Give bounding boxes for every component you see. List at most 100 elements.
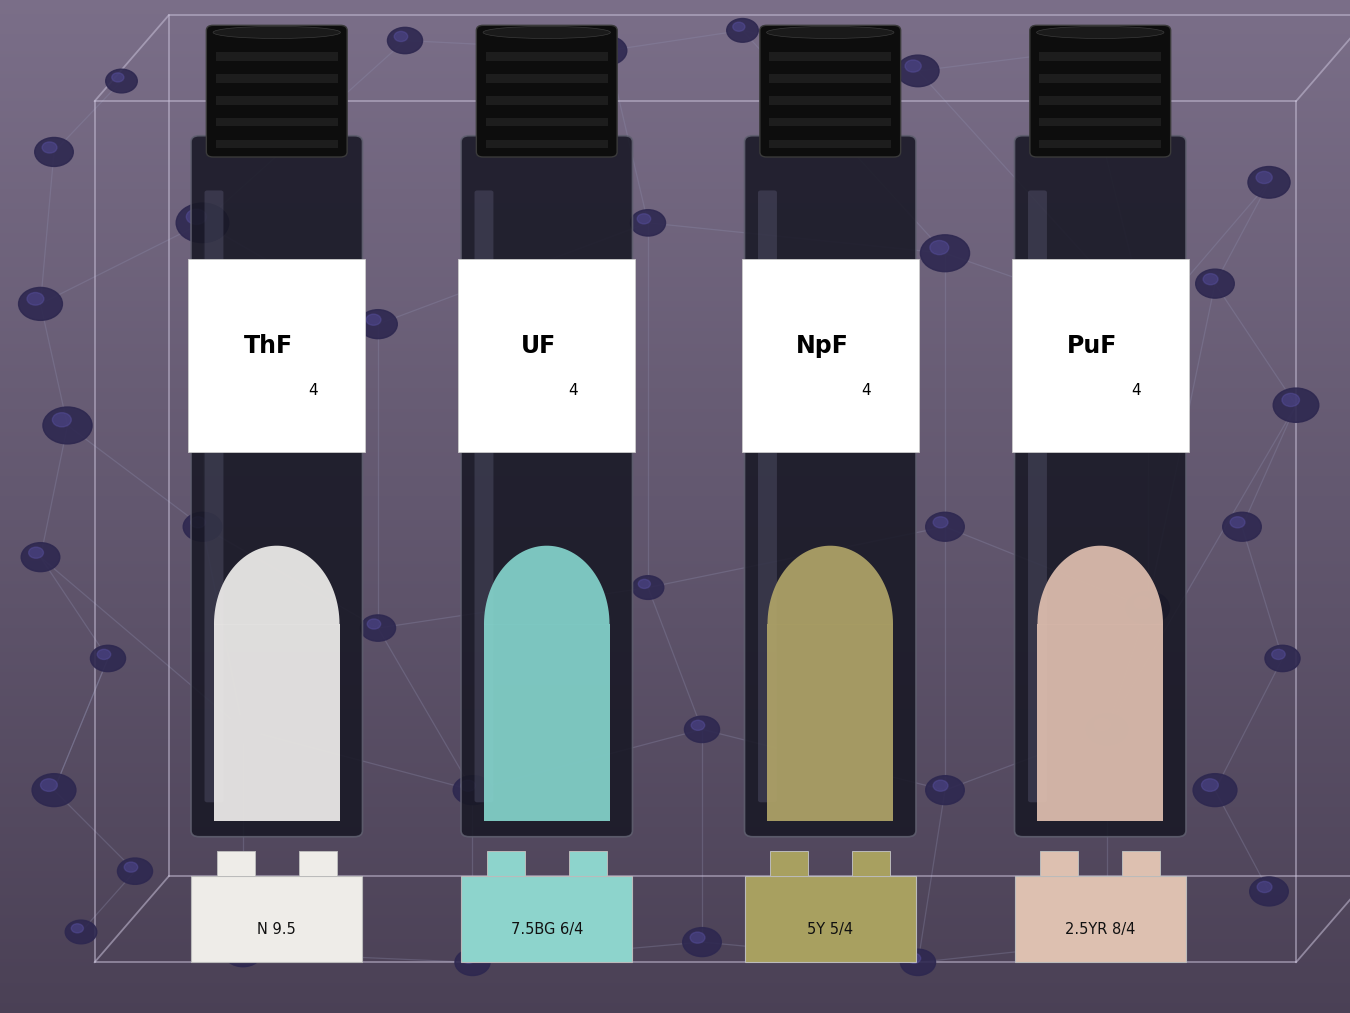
Bar	[486, 118, 608, 127]
Bar	[0, 682, 1350, 686]
Bar	[0, 189, 1350, 192]
Bar	[216, 140, 338, 148]
Bar	[0, 969, 1350, 972]
Circle shape	[1257, 881, 1272, 892]
Bar	[0, 557, 1350, 560]
Bar	[0, 226, 1350, 230]
Text: 4: 4	[861, 383, 871, 397]
Bar	[0, 760, 1350, 763]
Bar	[0, 499, 1350, 503]
Bar	[0, 122, 1350, 125]
Bar	[0, 415, 1350, 418]
Bar	[0, 821, 1350, 824]
Bar	[0, 223, 1350, 226]
Text: UF: UF	[521, 333, 556, 358]
Bar	[0, 645, 1350, 648]
Bar	[1015, 876, 1185, 962]
Bar	[1122, 851, 1160, 876]
Bar	[0, 567, 1350, 570]
FancyBboxPatch shape	[207, 25, 347, 157]
Bar	[0, 250, 1350, 253]
Text: 4: 4	[1131, 383, 1141, 397]
Bar	[0, 585, 1350, 588]
Bar	[0, 94, 1350, 98]
Circle shape	[1247, 166, 1291, 199]
Bar	[0, 355, 1350, 358]
Bar	[0, 706, 1350, 709]
Bar	[0, 17, 1350, 20]
FancyBboxPatch shape	[188, 259, 364, 452]
Bar	[0, 577, 1350, 580]
Bar	[0, 375, 1350, 378]
Bar	[0, 71, 1350, 74]
Bar	[0, 608, 1350, 611]
Bar	[0, 598, 1350, 601]
Bar	[0, 831, 1350, 834]
FancyBboxPatch shape	[745, 136, 915, 837]
Bar	[0, 986, 1350, 990]
Bar	[0, 1010, 1350, 1013]
Bar	[0, 993, 1350, 996]
Circle shape	[454, 776, 491, 804]
Bar	[0, 395, 1350, 398]
Polygon shape	[1037, 546, 1162, 624]
Bar	[0, 473, 1350, 476]
Circle shape	[367, 619, 381, 629]
Bar	[0, 564, 1350, 567]
Bar	[0, 152, 1350, 155]
Bar	[0, 672, 1350, 676]
Bar	[0, 27, 1350, 30]
Circle shape	[462, 953, 475, 963]
Bar	[0, 270, 1350, 274]
Bar	[0, 317, 1350, 321]
Bar	[0, 777, 1350, 780]
Bar	[745, 876, 915, 962]
Bar	[0, 74, 1350, 78]
Bar	[213, 624, 339, 821]
Bar	[0, 669, 1350, 672]
Circle shape	[595, 41, 610, 52]
Bar	[0, 783, 1350, 787]
Circle shape	[630, 210, 666, 236]
Circle shape	[1094, 718, 1110, 730]
Circle shape	[900, 949, 936, 976]
Bar	[0, 780, 1350, 783]
Circle shape	[97, 649, 111, 659]
Bar	[0, 119, 1350, 122]
Text: PuF: PuF	[1066, 333, 1118, 358]
Bar	[0, 266, 1350, 270]
Bar	[0, 304, 1350, 307]
Bar	[0, 108, 1350, 111]
Bar	[0, 952, 1350, 955]
Bar	[0, 874, 1350, 878]
Circle shape	[684, 716, 720, 743]
FancyBboxPatch shape	[1012, 259, 1188, 452]
Circle shape	[1126, 308, 1169, 340]
Bar	[0, 894, 1350, 899]
Circle shape	[589, 36, 626, 65]
Bar	[0, 909, 1350, 912]
Circle shape	[224, 938, 262, 966]
Bar	[769, 140, 891, 148]
Bar	[0, 540, 1350, 544]
Bar	[0, 439, 1350, 443]
Bar	[0, 192, 1350, 196]
Circle shape	[28, 547, 43, 558]
Bar	[0, 962, 1350, 965]
Bar	[0, 939, 1350, 942]
Bar	[0, 925, 1350, 929]
Bar	[0, 433, 1350, 436]
Bar	[0, 13, 1350, 17]
Bar	[487, 851, 525, 876]
Circle shape	[366, 314, 381, 325]
Bar	[462, 876, 632, 962]
FancyBboxPatch shape	[459, 259, 636, 452]
Bar	[0, 20, 1350, 23]
Bar	[0, 233, 1350, 236]
Bar	[1041, 851, 1079, 876]
Bar	[0, 61, 1350, 64]
Bar	[0, 213, 1350, 216]
Bar	[0, 145, 1350, 149]
Bar	[0, 291, 1350, 294]
Circle shape	[733, 22, 745, 31]
